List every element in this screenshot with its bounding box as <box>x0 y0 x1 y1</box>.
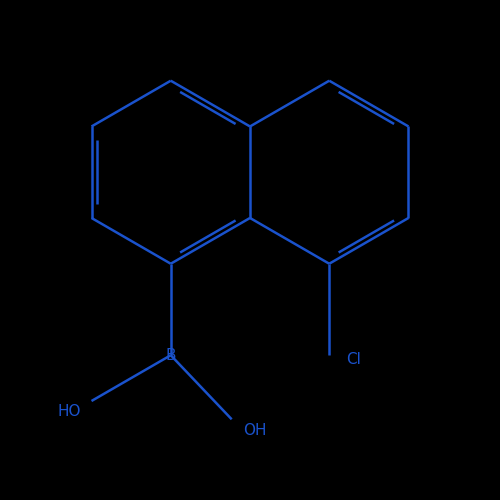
Text: B: B <box>166 348 176 362</box>
Text: OH: OH <box>242 423 266 438</box>
Text: HO: HO <box>57 404 80 419</box>
Text: Cl: Cl <box>346 352 361 368</box>
